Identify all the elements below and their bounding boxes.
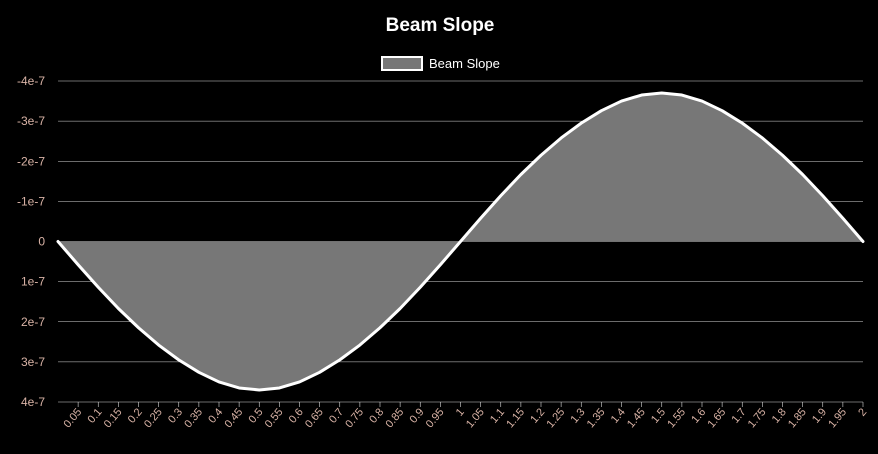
x-axis-ticks: 0.05 0.10.15 0.20.25 0.30.35 0.40.45 0.50.55 0… <box>61 402 869 430</box>
x-tick-label: 1.45 <box>625 406 648 430</box>
x-tick-label: 0.65 <box>303 406 326 430</box>
data-point[interactable] <box>115 306 121 312</box>
data-point[interactable] <box>759 135 765 141</box>
y-tick-label: 1e-7 <box>21 275 45 289</box>
data-point[interactable] <box>780 152 786 158</box>
chart-title: Beam Slope <box>386 15 495 36</box>
data-point[interactable] <box>739 120 745 126</box>
y-axis-ticks: -4e-7 -3e-7 -2e-7 -1e-7 0 1e-7 2e-7 3e-7 4e-7 <box>17 74 45 409</box>
y-tick-label: -4e-7 <box>17 74 45 88</box>
data-point[interactable] <box>437 262 443 268</box>
data-point[interactable] <box>619 98 625 104</box>
data-point[interactable] <box>397 306 403 312</box>
data-point[interactable] <box>236 385 242 391</box>
y-tick-label: 4e-7 <box>21 395 45 409</box>
x-tick-label: 1.25 <box>544 406 567 430</box>
data-point[interactable] <box>578 120 584 126</box>
data-point[interactable] <box>156 342 162 348</box>
y-tick-label: 3e-7 <box>21 355 45 369</box>
data-point[interactable] <box>800 171 806 177</box>
x-tick-label: 1.75 <box>746 406 769 430</box>
legend-label: Beam Slope <box>429 56 500 71</box>
data-point[interactable] <box>518 171 524 177</box>
data-point[interactable] <box>136 325 142 331</box>
y-tick-label: -3e-7 <box>17 114 45 128</box>
data-point[interactable] <box>55 239 61 245</box>
data-point[interactable] <box>659 90 665 96</box>
x-tick-label: 0.15 <box>102 406 125 430</box>
x-tick-label: 0.45 <box>222 406 245 430</box>
y-tick-label: 2e-7 <box>21 315 45 329</box>
x-tick-label: 0.35 <box>182 406 205 430</box>
data-point[interactable] <box>95 284 101 290</box>
data-point[interactable] <box>256 387 262 393</box>
data-point[interactable] <box>558 135 564 141</box>
x-tick-label: 1.15 <box>504 406 527 430</box>
y-tick-label: -1e-7 <box>17 194 45 208</box>
x-tick-label: 1.95 <box>826 406 849 430</box>
data-point[interactable] <box>417 284 423 290</box>
data-point[interactable] <box>458 239 464 245</box>
data-point[interactable] <box>679 92 685 98</box>
data-point[interactable] <box>337 357 343 363</box>
x-tick-label: 1.65 <box>705 406 728 430</box>
data-point[interactable] <box>860 239 866 245</box>
data-point[interactable] <box>75 262 81 268</box>
data-point[interactable] <box>598 108 604 114</box>
data-point[interactable] <box>719 108 725 114</box>
y-tick-label: -2e-7 <box>17 154 45 168</box>
plot-area <box>55 90 866 393</box>
data-point[interactable] <box>317 369 323 375</box>
data-point[interactable] <box>276 385 282 391</box>
x-tick-label: 0.85 <box>383 406 406 430</box>
x-tick-label: 1.05 <box>464 406 487 430</box>
x-tick-label: 0.95 <box>424 406 447 430</box>
series-line <box>56 91 865 392</box>
data-point[interactable] <box>377 325 383 331</box>
data-point[interactable] <box>176 357 182 363</box>
data-point[interactable] <box>357 342 363 348</box>
x-tick-label: 2 <box>856 406 869 418</box>
data-point[interactable] <box>538 152 544 158</box>
data-point[interactable] <box>498 193 504 199</box>
data-point[interactable] <box>478 215 484 221</box>
data-point[interactable] <box>820 193 826 199</box>
data-point[interactable] <box>297 379 303 385</box>
y-tick-label: 0 <box>38 235 45 249</box>
data-point[interactable] <box>216 379 222 385</box>
data-point[interactable] <box>840 215 846 221</box>
x-tick-label: 1.85 <box>786 406 809 430</box>
x-tick-label: 0.25 <box>142 406 165 430</box>
legend-swatch <box>381 56 423 71</box>
x-tick-label: 0.55 <box>263 406 286 430</box>
x-tick-label: 0.05 <box>61 406 84 430</box>
x-tick-label: 1 <box>454 406 467 418</box>
x-tick-label: 1.35 <box>585 406 608 430</box>
legend[interactable]: Beam Slope <box>381 56 500 71</box>
x-tick-label: 1.55 <box>665 406 688 430</box>
data-point[interactable] <box>699 98 705 104</box>
data-point[interactable] <box>639 92 645 98</box>
data-point[interactable] <box>196 369 202 375</box>
x-tick-label: 0.75 <box>343 406 366 430</box>
